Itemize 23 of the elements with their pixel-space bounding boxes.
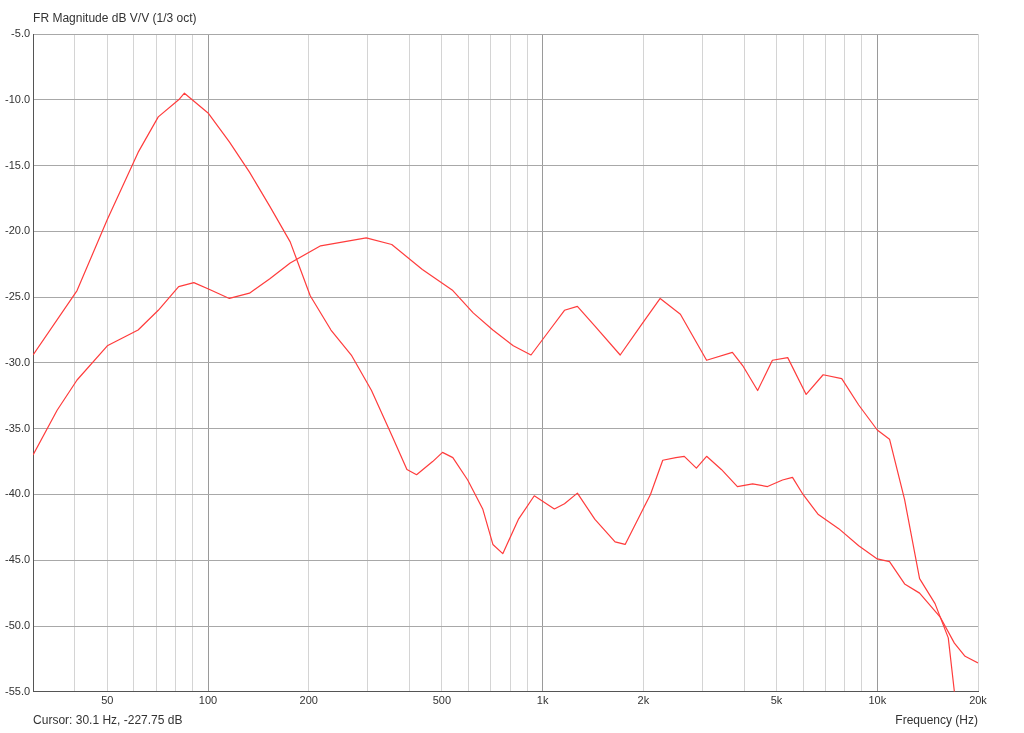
y-tick-label: -40.0 (4, 487, 31, 500)
x-tick-label: 100 (198, 694, 218, 707)
y-tick-label: -20.0 (4, 224, 31, 237)
x-tick-label: 500 (432, 694, 452, 707)
y-tick-label: -25.0 (4, 290, 31, 303)
y-tick-label: -45.0 (4, 553, 31, 566)
y-tick-label: -35.0 (4, 421, 31, 434)
x-axis-title: Frequency (Hz) (895, 712, 978, 727)
y-tick-label: -50.0 (4, 619, 31, 632)
x-tick-label: 1k (536, 694, 549, 707)
y-tick-label: -30.0 (4, 355, 31, 368)
y-tick-label: -10.0 (4, 92, 31, 105)
x-tick-label: 20k (969, 694, 988, 707)
x-tick-label: 200 (299, 694, 318, 707)
y-tick-label: -15.0 (4, 158, 31, 171)
text: Cursor: 30.1 Hz, -227.75 dB (33, 712, 183, 727)
x-tick-label: 5k (770, 694, 783, 707)
x-tick-label: 10k (868, 694, 887, 707)
y-tick-label: -5.0 (11, 27, 31, 40)
chart-title: FR Magnitude dB V/V (1/3 oct) (33, 11, 197, 25)
x-tick-label: 2k (637, 694, 650, 707)
x-tick-label: 50 (101, 694, 114, 707)
y-tick-label: -55.0 (4, 684, 31, 697)
